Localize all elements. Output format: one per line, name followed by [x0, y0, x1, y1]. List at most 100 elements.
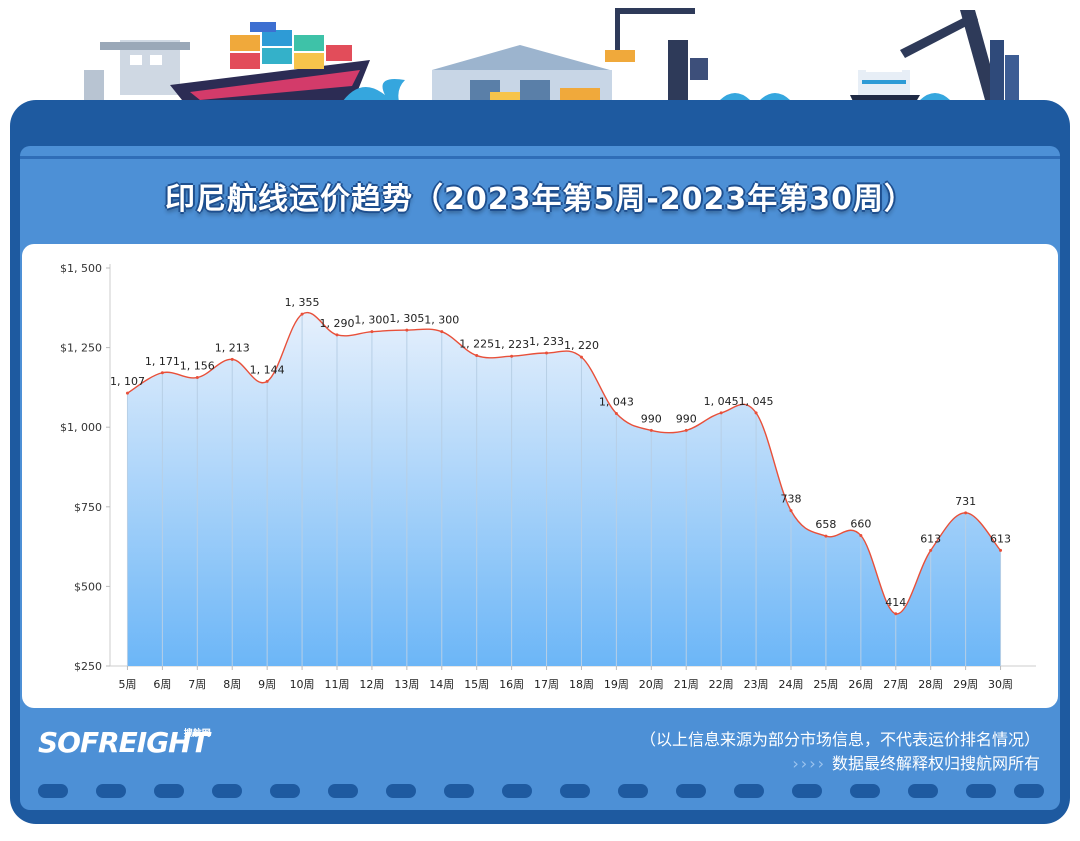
logo-subtext: 搜航网 — [183, 729, 211, 739]
x-tick-label: 18周 — [569, 678, 594, 691]
x-tick-label: 5周 — [118, 678, 136, 691]
x-tick-label: 8周 — [223, 678, 241, 691]
data-point — [929, 548, 933, 552]
logo-text: SOFREIGHT — [38, 726, 210, 759]
data-label: 1, 355 — [285, 296, 320, 309]
data-label: 1, 300 — [354, 314, 389, 327]
data-label: 613 — [920, 532, 941, 545]
data-label: 1, 220 — [564, 339, 599, 352]
data-label: 1, 043 — [599, 396, 634, 409]
x-tick-label: 20周 — [639, 678, 664, 691]
copyright-note: ›››› 数据最终解释权归搜航网所有 — [792, 750, 1040, 774]
data-point — [125, 391, 129, 395]
y-tick-label: $1, 000 — [60, 421, 102, 434]
data-label: 738 — [781, 493, 802, 506]
data-label: 1, 156 — [180, 360, 215, 373]
x-tick-label: 15周 — [464, 678, 489, 691]
data-label: 1, 144 — [250, 363, 285, 376]
data-label: 414 — [885, 596, 906, 609]
wave-icon — [340, 79, 950, 105]
data-point — [789, 509, 793, 513]
data-point — [999, 548, 1003, 552]
data-point — [719, 411, 723, 415]
y-tick-label: $250 — [74, 660, 102, 673]
area-fill — [127, 312, 1001, 666]
x-tick-label: 14周 — [429, 678, 454, 691]
container-ship-icon — [170, 22, 370, 110]
panel-divider — [20, 156, 1060, 159]
x-tick-label: 9周 — [258, 678, 276, 691]
data-point — [964, 511, 968, 515]
data-label: 658 — [815, 518, 836, 531]
copyright-text: 数据最终解释权归搜航网所有 — [831, 754, 1040, 773]
x-tick-label: 13周 — [394, 678, 419, 691]
x-tick-label: 23周 — [744, 678, 769, 691]
port-illustration — [84, 8, 1019, 112]
data-point — [335, 333, 339, 337]
data-label: 1, 225 — [459, 338, 494, 351]
data-label: 1, 233 — [529, 335, 564, 348]
data-point — [579, 355, 583, 359]
data-point — [649, 428, 653, 432]
chart-card: $250 $500 $750 $1, 000 $1, 250 $1, 500 1, 107 5… — [22, 244, 1058, 708]
x-tick-label: 21周 — [674, 678, 699, 691]
x-tick-label: 30周 — [988, 678, 1013, 691]
x-tick-label: 22周 — [709, 678, 734, 691]
bottom-scallop-decoration — [38, 784, 1044, 798]
x-tick-label: 7周 — [188, 678, 206, 691]
data-label: 660 — [850, 517, 871, 530]
data-point — [195, 376, 199, 380]
data-label: 1, 045 — [704, 395, 739, 408]
data-label: 1, 290 — [320, 317, 355, 330]
x-tick-label: 16周 — [499, 678, 524, 691]
x-tick-label: 10周 — [290, 678, 315, 691]
data-label: 1, 045 — [739, 395, 774, 408]
data-label: 990 — [641, 412, 662, 425]
freight-rate-chart: $250 $500 $750 $1, 000 $1, 250 $1, 500 1, 107 5… — [60, 262, 1036, 691]
x-tick-label: 12周 — [359, 678, 384, 691]
data-point — [440, 330, 444, 334]
data-point — [265, 379, 269, 383]
data-point — [754, 411, 758, 415]
crane-right-icon — [900, 10, 1019, 110]
source-note: （以上信息来源为部分市场信息，不代表运价排名情况） — [639, 730, 1040, 749]
y-tick-label: $750 — [74, 501, 102, 514]
x-tick-label: 17周 — [534, 678, 559, 691]
data-label: 990 — [676, 412, 697, 425]
data-point — [475, 354, 479, 358]
data-point — [894, 612, 898, 616]
x-tick-label: 6周 — [153, 678, 171, 691]
y-tick-label: $1, 500 — [60, 262, 102, 275]
x-tick-label: 24周 — [779, 678, 804, 691]
data-point — [824, 534, 828, 538]
data-point — [300, 312, 304, 316]
arrow-icons: ›››› — [792, 754, 826, 773]
chart-title: 印尼航线运价趋势（2023年第5周-2023年第30周） — [164, 182, 916, 217]
data-label: 1, 300 — [424, 314, 459, 327]
data-point — [230, 357, 234, 361]
data-label: 731 — [955, 495, 976, 508]
x-tick-label: 26周 — [848, 678, 873, 691]
data-point — [160, 371, 164, 375]
x-tick-label: 28周 — [918, 678, 943, 691]
x-tick-label: 27周 — [883, 678, 908, 691]
warehouse-icon — [432, 45, 612, 105]
sofreight-logo: SOFREIGHT 搜航网 — [38, 726, 211, 762]
data-point — [545, 351, 549, 355]
data-point — [859, 533, 863, 537]
data-label: 1, 305 — [389, 312, 424, 325]
data-label: 613 — [990, 532, 1011, 545]
x-tick-label: 11周 — [325, 678, 350, 691]
x-tick-label: 29周 — [953, 678, 978, 691]
data-point — [614, 412, 618, 416]
gantry-crane-icon — [605, 8, 708, 110]
data-point — [405, 328, 409, 332]
y-tick-label: $500 — [74, 580, 102, 593]
data-point — [370, 330, 374, 334]
data-label: 1, 213 — [215, 341, 250, 354]
data-point — [510, 354, 514, 358]
data-label: 1, 107 — [110, 375, 145, 388]
x-tick-label: 25周 — [813, 678, 838, 691]
data-point — [684, 428, 688, 432]
data-label: 1, 171 — [145, 355, 180, 368]
